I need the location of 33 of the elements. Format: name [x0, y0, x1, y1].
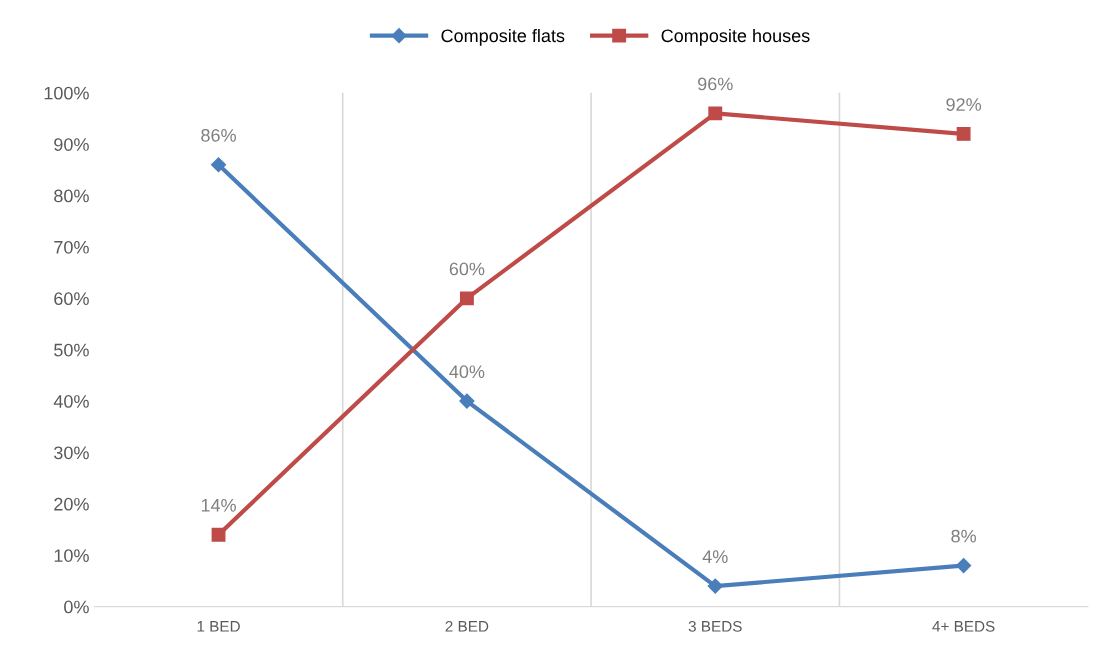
y-tick-label: 0% [64, 600, 89, 614]
y-tick-label: 60% [54, 292, 89, 306]
y-tick-label: 80% [54, 189, 89, 203]
data-label: 4% [702, 550, 728, 564]
y-tick-label: 40% [53, 395, 89, 408]
data-label: 14% [201, 498, 236, 512]
y-tick-label: 90% [54, 138, 89, 151]
y-tick-label: 100% [44, 86, 89, 100]
legend-label: Composite flats [441, 28, 565, 46]
point [210, 157, 227, 173]
point [956, 126, 971, 141]
point [707, 578, 723, 594]
data-label: 8% [951, 529, 977, 543]
point [956, 557, 972, 574]
data-label: 86% [201, 128, 236, 142]
x-tick-label: 3 BEDS [688, 620, 742, 632]
y-tick-label: 70% [54, 240, 89, 254]
point [708, 106, 723, 121]
legend-label: Composite houses [661, 28, 810, 46]
data-label: 40% [449, 365, 485, 379]
y-tick-label: 20% [54, 497, 89, 511]
x-tick-label: 2 BED [445, 620, 489, 632]
x-tick-label: 1 BED [197, 621, 240, 632]
x-tick-label: 4+ BEDS [932, 620, 995, 632]
data-label: 92% [946, 98, 982, 111]
data-label: 96% [698, 77, 733, 91]
point [211, 527, 226, 542]
data-label: 60% [449, 262, 485, 276]
point [459, 291, 474, 306]
point [459, 393, 475, 409]
y-tick-label: 30% [54, 446, 89, 460]
y-tick-label: 50% [54, 343, 89, 357]
y-tick-label: 10% [54, 549, 89, 562]
